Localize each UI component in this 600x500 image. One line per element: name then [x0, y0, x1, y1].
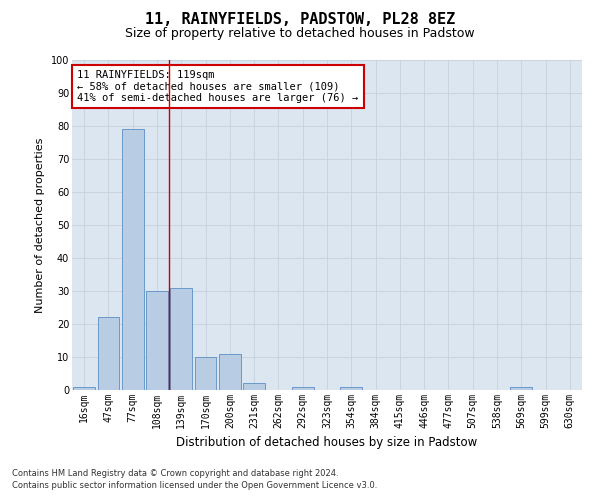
Bar [146, 291, 168, 390]
Text: 11, RAINYFIELDS, PADSTOW, PL28 8EZ: 11, RAINYFIELDS, PADSTOW, PL28 8EZ [145, 12, 455, 28]
Y-axis label: Number of detached properties: Number of detached properties [35, 138, 45, 312]
Bar [73, 386, 95, 390]
Text: 11 RAINYFIELDS: 119sqm
← 58% of detached houses are smaller (109)
41% of semi-de: 11 RAINYFIELDS: 119sqm ← 58% of detached… [77, 70, 358, 103]
X-axis label: Distribution of detached houses by size in Padstow: Distribution of detached houses by size … [176, 436, 478, 450]
Text: Contains public sector information licensed under the Open Government Licence v3: Contains public sector information licen… [12, 481, 377, 490]
Bar [194, 357, 217, 390]
Bar [122, 130, 143, 390]
Text: Contains HM Land Registry data © Crown copyright and database right 2024.: Contains HM Land Registry data © Crown c… [12, 468, 338, 477]
Bar [243, 384, 265, 390]
Bar [340, 386, 362, 390]
Bar [97, 318, 119, 390]
Bar [219, 354, 241, 390]
Bar [511, 386, 532, 390]
Text: Size of property relative to detached houses in Padstow: Size of property relative to detached ho… [125, 28, 475, 40]
Bar [292, 386, 314, 390]
Bar [170, 288, 192, 390]
